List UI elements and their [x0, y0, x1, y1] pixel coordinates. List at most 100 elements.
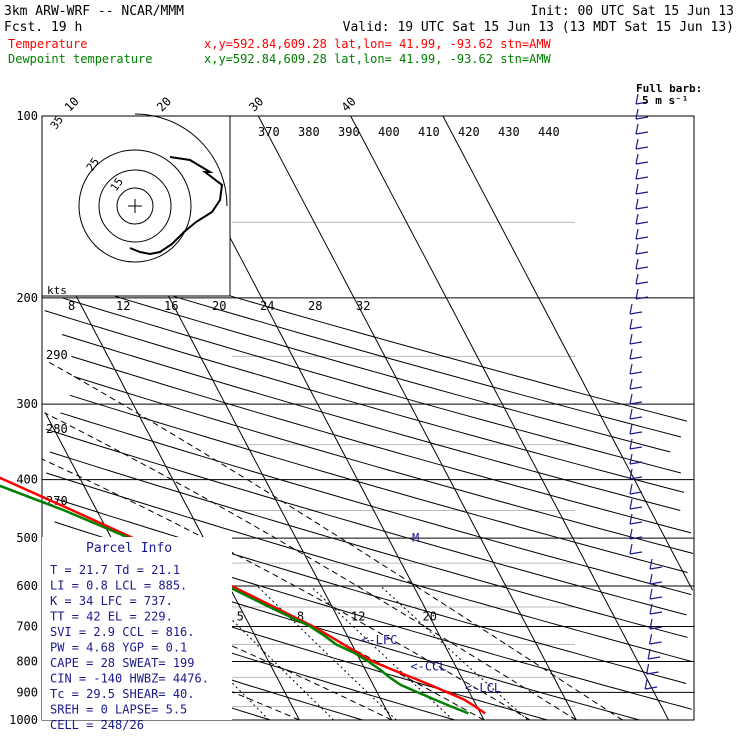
hodograph-ring-outer [78, 149, 192, 263]
dewpoint-legend: Dewpoint temperature [8, 52, 153, 66]
wind-barb-staff [635, 191, 649, 195]
dry-adiabat-440 [75, 283, 671, 453]
dry-adiabat-370 [60, 412, 692, 596]
hodo-ring-label-outer: 35 [48, 113, 66, 131]
parcel-row-4: SVI = 2.9 CCL = 816. [50, 625, 195, 639]
wind-barb-staff [629, 356, 643, 360]
hodograph-tick-16: 16 [164, 299, 178, 313]
parcel-row-1: LI = 0.8 LCL = 885. [50, 579, 187, 593]
wind-barb-staff [635, 101, 649, 105]
wind-barb-flag [635, 243, 639, 255]
wind-barb-flag [629, 453, 633, 465]
temperature-legend: Temperature [8, 37, 87, 51]
wind-barb-staff [635, 161, 649, 165]
wind-barb-staff [629, 341, 643, 345]
pressure-label-200: 200 [16, 291, 38, 305]
parcel-row-5: PW = 4.68 YGP = 0.1 [50, 641, 187, 655]
hodograph-ring-inner [116, 187, 154, 225]
wind-barb-flag [635, 168, 639, 180]
wind-barb-staff [629, 506, 643, 510]
wind-barb-flag [635, 93, 639, 105]
wind-barb-flag [629, 393, 633, 405]
pressure-label-100: 100 [16, 109, 38, 123]
wind-barb-staff [629, 386, 643, 390]
pressure-label-700: 700 [16, 619, 38, 633]
wind-barb-flag [629, 483, 633, 495]
theta-label-430: 430 [498, 125, 520, 139]
theta-label-410: 410 [418, 125, 440, 139]
pressure-label-800: 800 [16, 654, 38, 668]
mixing-ratio-label-20: 20 [422, 609, 436, 623]
theta-label-370: 370 [258, 125, 280, 139]
pressure-label-400: 400 [16, 473, 38, 487]
isotherm-label-10: 10 [62, 94, 82, 114]
pressure-tick-labels: 100 200 300 400 500 600 700 800 900 1000 [9, 109, 38, 727]
moist-adiabat-30 [44, 412, 577, 721]
forecast-hour: Fcst. 19 h [4, 20, 82, 35]
wind-barb-staff [629, 311, 643, 315]
isotherm-10 [73, 115, 393, 721]
wind-barb-staff [649, 626, 663, 630]
valid-time: Valid: 19 UTC Sat 15 Jun 13 (13 MDT Sat … [343, 20, 734, 35]
wind-barb-flag [635, 273, 639, 285]
wind-barb-flag [635, 258, 639, 270]
wind-barb-staff [649, 641, 662, 645]
isotherm-20 [165, 115, 485, 721]
wind-barb-staff [629, 476, 643, 480]
isotherm-40 [350, 115, 670, 721]
wind-barb-staff [629, 446, 643, 450]
hodograph: 35 25 15 kts [41, 113, 231, 297]
parcel-row-10: CELL = 248/26 [50, 718, 144, 732]
wind-barb-flag [629, 333, 633, 345]
pressure-label-500: 500 [16, 531, 38, 545]
wind-barb-flag [635, 198, 639, 210]
temperature-location: x,y=592.84,609.28 lat,lon= 41.99, -93.62… [204, 37, 552, 51]
dry-adiabat-400 [71, 355, 692, 534]
wind-barb-staff [635, 146, 649, 150]
hodograph-tick-12: 12 [116, 299, 130, 313]
parcel-row-8: Tc = 29.5 SHEAR= 40. [50, 687, 195, 701]
parcel-info-box: Parcel Info T = 21.7 Td = 21.1 LI = 0.8 L… [42, 537, 232, 732]
mixing-ratio-line-3 [136, 585, 270, 721]
dry-adiabat-380 [69, 394, 688, 573]
barb-legend-line2: 5 m s⁻¹ [642, 94, 688, 107]
wind-barb-flag [629, 408, 633, 420]
wind-barb-flag [649, 573, 653, 585]
parcel-row-3: TT = 42 EL = 229. [50, 610, 173, 624]
wind-barb-staff [635, 206, 649, 210]
plot-frame [41, 115, 695, 721]
dry-adiabat-430 [61, 297, 682, 474]
wind-barb-flag [629, 528, 633, 540]
theta-e-label-290: 290 [46, 348, 68, 362]
wind-barb-flag [646, 663, 650, 675]
theta-label-400: 400 [378, 125, 400, 139]
wind-barb-staff [635, 221, 649, 225]
mixing-ratio-label-12: 12 [351, 609, 365, 623]
mixing-ratio-line-12 [310, 585, 454, 721]
wind-barb-flag [629, 543, 633, 555]
wind-barb-flag [629, 348, 633, 360]
isotherm-label-30: 30 [246, 94, 266, 114]
wind-barb-staff [635, 131, 649, 135]
hodograph-trace [129, 156, 224, 256]
wind-barb-flag [629, 438, 633, 450]
wind-barb-flag [644, 678, 648, 690]
theta-label-380: 380 [298, 125, 320, 139]
wind-barb-flag [629, 303, 633, 315]
parcel-row-2: K = 34 LFC = 737. [50, 594, 173, 608]
mixing-ratio-label-8: 8 [297, 609, 304, 623]
wind-barb-staff [645, 686, 658, 690]
pressure-label-900: 900 [16, 685, 38, 699]
wind-barb-staff [648, 656, 661, 660]
wind-barb-staff [629, 416, 643, 420]
wind-barb-flag [629, 363, 633, 375]
model-title: 3km ARW-WRF -- NCAR/MMM [4, 4, 184, 19]
hodograph-tick-32: 32 [356, 299, 370, 313]
mixing-ratio-line-8 [256, 585, 397, 721]
wind-barb-flag [635, 153, 639, 165]
wind-barb-staff [649, 566, 663, 570]
theta-e-label-280: 280 [46, 422, 68, 436]
wind-barb-staff [635, 236, 649, 240]
wind-barb-flag [635, 213, 639, 225]
pressure-label-1000: 1000 [9, 713, 38, 727]
